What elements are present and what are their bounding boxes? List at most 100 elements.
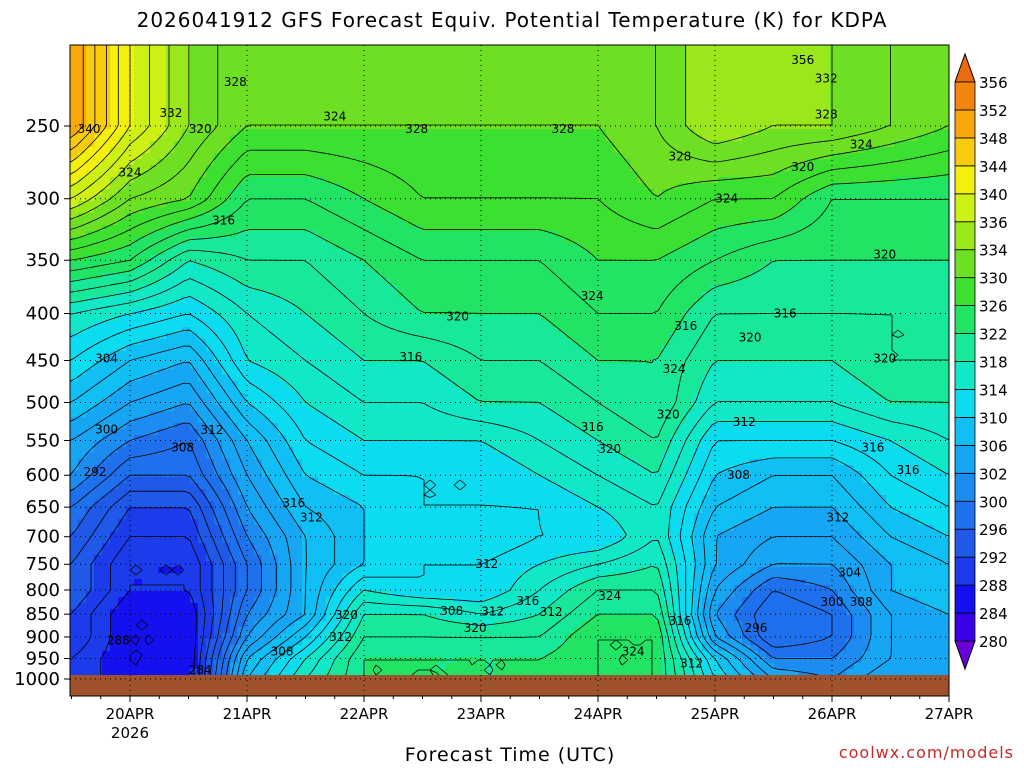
field-cell (118, 291, 127, 298)
field-cell (182, 165, 191, 172)
field-cell (758, 129, 767, 136)
field-cell (174, 255, 183, 262)
field-cell (926, 291, 935, 298)
field-cell (454, 183, 463, 190)
field-cell (790, 171, 799, 178)
field-cell (182, 315, 191, 322)
field-cell (438, 303, 447, 310)
field-cell (326, 243, 335, 250)
field-cell (742, 237, 751, 244)
field-cell (702, 129, 711, 136)
field-cell (182, 57, 191, 64)
field-cell (582, 87, 591, 94)
field-cell (110, 303, 119, 310)
field-cell (774, 201, 783, 208)
field-cell (558, 297, 567, 304)
field-cell (782, 297, 791, 304)
field-cell (550, 105, 559, 112)
field-cell (430, 171, 439, 178)
field-cell (406, 99, 415, 106)
field-cell (838, 177, 847, 184)
field-cell (166, 159, 175, 166)
field-cell (774, 135, 783, 142)
field-cell (830, 81, 839, 88)
field-cell (310, 153, 319, 160)
field-cell (310, 261, 319, 268)
field-cell (110, 249, 119, 256)
field-cell (78, 291, 87, 298)
field-cell (286, 249, 295, 256)
field-cell (926, 51, 935, 58)
field-cell (622, 255, 631, 262)
field-cell (614, 249, 623, 256)
field-cell (526, 285, 535, 292)
field-cell (934, 147, 943, 154)
field-cell (398, 69, 407, 76)
field-cell (558, 63, 567, 70)
field-cell (582, 75, 591, 82)
field-cell (782, 309, 791, 316)
field-cell (478, 309, 487, 316)
field-cell (622, 189, 631, 196)
field-cell (510, 267, 519, 274)
field-cell (470, 267, 479, 274)
field-cell (742, 165, 751, 172)
field-cell (414, 297, 423, 304)
field-cell (822, 309, 831, 316)
field-cell (350, 213, 359, 220)
field-cell (86, 117, 95, 124)
field-cell (406, 243, 415, 250)
field-cell (254, 189, 263, 196)
field-cell (222, 81, 231, 88)
field-cell (582, 117, 591, 124)
field-cell (358, 153, 367, 160)
field-cell (382, 261, 391, 268)
field-cell (254, 75, 263, 82)
field-cell (326, 147, 335, 154)
field-cell (94, 81, 103, 88)
field-cell (494, 159, 503, 166)
field-cell (350, 87, 359, 94)
field-cell (902, 207, 911, 214)
field-cell (358, 171, 367, 178)
field-cell (614, 81, 623, 88)
field-cell (886, 231, 895, 238)
field-cell (190, 309, 199, 316)
field-cell (622, 93, 631, 100)
field-cell (326, 207, 335, 214)
field-cell (726, 303, 735, 310)
field-cell (646, 171, 655, 178)
field-cell (902, 135, 911, 142)
field-cell (366, 75, 375, 82)
field-cell (238, 219, 247, 226)
field-cell (526, 153, 535, 160)
field-cell (870, 87, 879, 94)
field-cell (422, 219, 431, 226)
field-cell (222, 135, 231, 142)
field-cell (254, 159, 263, 166)
field-cell (78, 207, 87, 214)
field-cell (70, 75, 79, 82)
field-cell (182, 99, 191, 106)
field-cell (462, 45, 471, 52)
field-cell (718, 279, 727, 286)
field-cell (694, 231, 703, 238)
field-cell (702, 87, 711, 94)
field-cell (902, 177, 911, 184)
field-cell (70, 87, 79, 94)
field-cell (110, 75, 119, 82)
field-cell (350, 315, 359, 322)
field-cell (438, 129, 447, 136)
field-cell (206, 237, 215, 244)
field-cell (822, 189, 831, 196)
field-cell (726, 261, 735, 268)
field-cell (574, 45, 583, 52)
field-cell (862, 129, 871, 136)
field-cell (846, 81, 855, 88)
field-cell (438, 279, 447, 286)
field-cell (894, 99, 903, 106)
field-cell (278, 129, 287, 136)
field-cell (430, 315, 439, 322)
field-cell (326, 105, 335, 112)
field-cell (486, 105, 495, 112)
